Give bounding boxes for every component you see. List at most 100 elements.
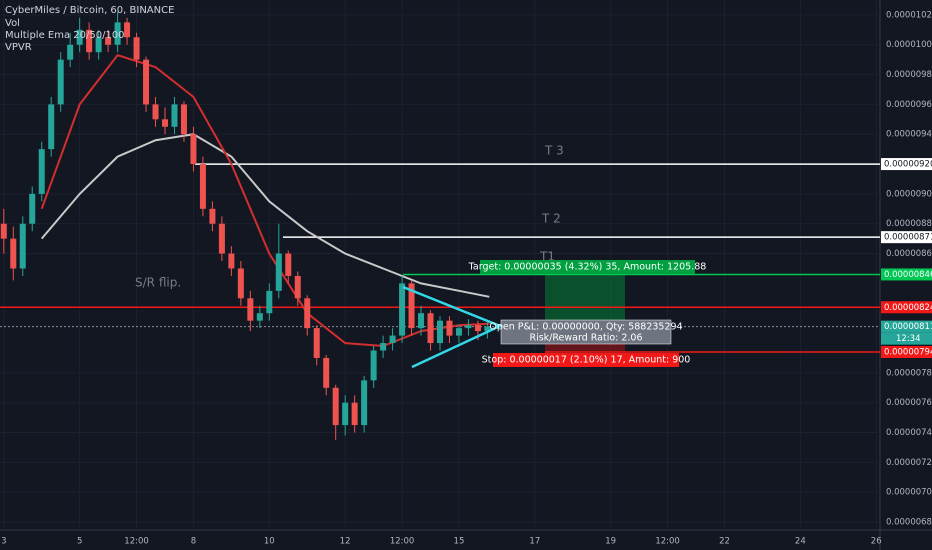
candle-body (218, 223, 225, 254)
stop-label-box (493, 353, 679, 367)
candle-body (247, 298, 254, 321)
candle-body (313, 328, 320, 358)
candle-body (105, 37, 112, 45)
candle-body (389, 335, 396, 344)
x-tick-label: 12:00 (655, 537, 680, 547)
candle-body (0, 223, 7, 239)
triangle-drawing (402, 285, 504, 369)
candle-body (408, 283, 415, 329)
candle-body (285, 253, 292, 276)
candle-body (114, 22, 121, 45)
price-label: 0.00000846 (884, 270, 932, 280)
candle-body (351, 402, 358, 426)
annotation: T 3 (544, 144, 564, 158)
price-label-box (881, 158, 932, 171)
candle-body (76, 29, 83, 45)
annotation: T 2 (541, 212, 561, 226)
candle-body (133, 37, 140, 60)
price-label: 0.00000920 (884, 160, 932, 170)
target-label-box (480, 260, 695, 274)
x-tick-label: 26 (871, 537, 882, 547)
candle-body (19, 223, 26, 269)
price-label-box (881, 346, 932, 358)
candle-body (48, 104, 55, 150)
candle-body (380, 343, 387, 351)
x-tick-label: 12:00 (390, 537, 415, 547)
candle-body (370, 350, 377, 381)
target-zone (545, 274, 625, 327)
candle-body (29, 193, 36, 224)
price-label-box (881, 320, 932, 333)
indicator-label: Multiple Ema 20/50/100 (5, 30, 125, 41)
x-tick-label: 3 (1, 537, 6, 547)
candle-body (190, 134, 197, 165)
x-tick-label: 8 (191, 537, 196, 547)
candle-body (446, 320, 453, 336)
candle-body (275, 253, 282, 291)
candle-body (437, 320, 443, 344)
candle-body (95, 37, 102, 53)
x-tick-label: 22 (719, 537, 730, 547)
candle-body (304, 298, 311, 329)
x-tick-label: 24 (795, 537, 806, 547)
price-label: 0.00000794 (884, 348, 932, 358)
x-tick-label: 19 (605, 537, 616, 547)
price-label: 0.00000811 (884, 322, 932, 332)
candle-body (10, 238, 17, 269)
x-tick-label: 12:00 (124, 537, 149, 547)
candle-body (38, 149, 45, 194)
candle-body (342, 402, 349, 426)
indicator-label: Vol (5, 18, 20, 29)
candle-body (266, 290, 273, 314)
candle-body (86, 29, 93, 53)
candle-body (67, 44, 74, 60)
candle-body (361, 380, 368, 426)
y-tick-label: 0.00001020 (886, 10, 932, 20)
pnl-box (500, 319, 672, 345)
candle-body (323, 357, 330, 388)
candle-body (474, 325, 481, 332)
candle-body (465, 325, 472, 329)
ratio-label: Risk/Reward Ratio: 2.06 (529, 333, 642, 344)
annotation: S/R flip. (135, 276, 181, 290)
candle-body (143, 59, 150, 105)
x-tick-label: 5 (77, 537, 82, 547)
x-tick-label: 17 (529, 537, 540, 547)
candle-body (256, 313, 263, 321)
candle-body (228, 253, 235, 269)
pnl-label: Open P&L: 0.00000000, Qty: 588235294 (489, 322, 682, 333)
price-label-box (881, 231, 932, 244)
candle-body (294, 275, 301, 299)
candle-body (162, 119, 168, 127)
stop-label: Stop: 0.00000017 (2.10%) 17, Amount: 900 (482, 355, 691, 366)
ema-line (40, 133, 490, 298)
candle-body (332, 387, 339, 426)
countdown: 12:34 (896, 334, 921, 344)
x-tick-label: 12 (340, 537, 351, 547)
candle-body (237, 268, 244, 299)
price-label-box (881, 268, 932, 281)
candle-body (399, 283, 406, 336)
candle-body (199, 164, 206, 209)
x-tick-label: 15 (454, 537, 465, 547)
candle-body (484, 326, 491, 332)
candle-body (427, 313, 434, 344)
candle-body (209, 208, 216, 224)
candle-body (124, 22, 131, 38)
indicator-label: VPVR (5, 42, 32, 53)
target-label: Target: 0.00000035 (4.32%) 35, Amount: 1… (468, 262, 707, 273)
candle-body (57, 59, 64, 105)
